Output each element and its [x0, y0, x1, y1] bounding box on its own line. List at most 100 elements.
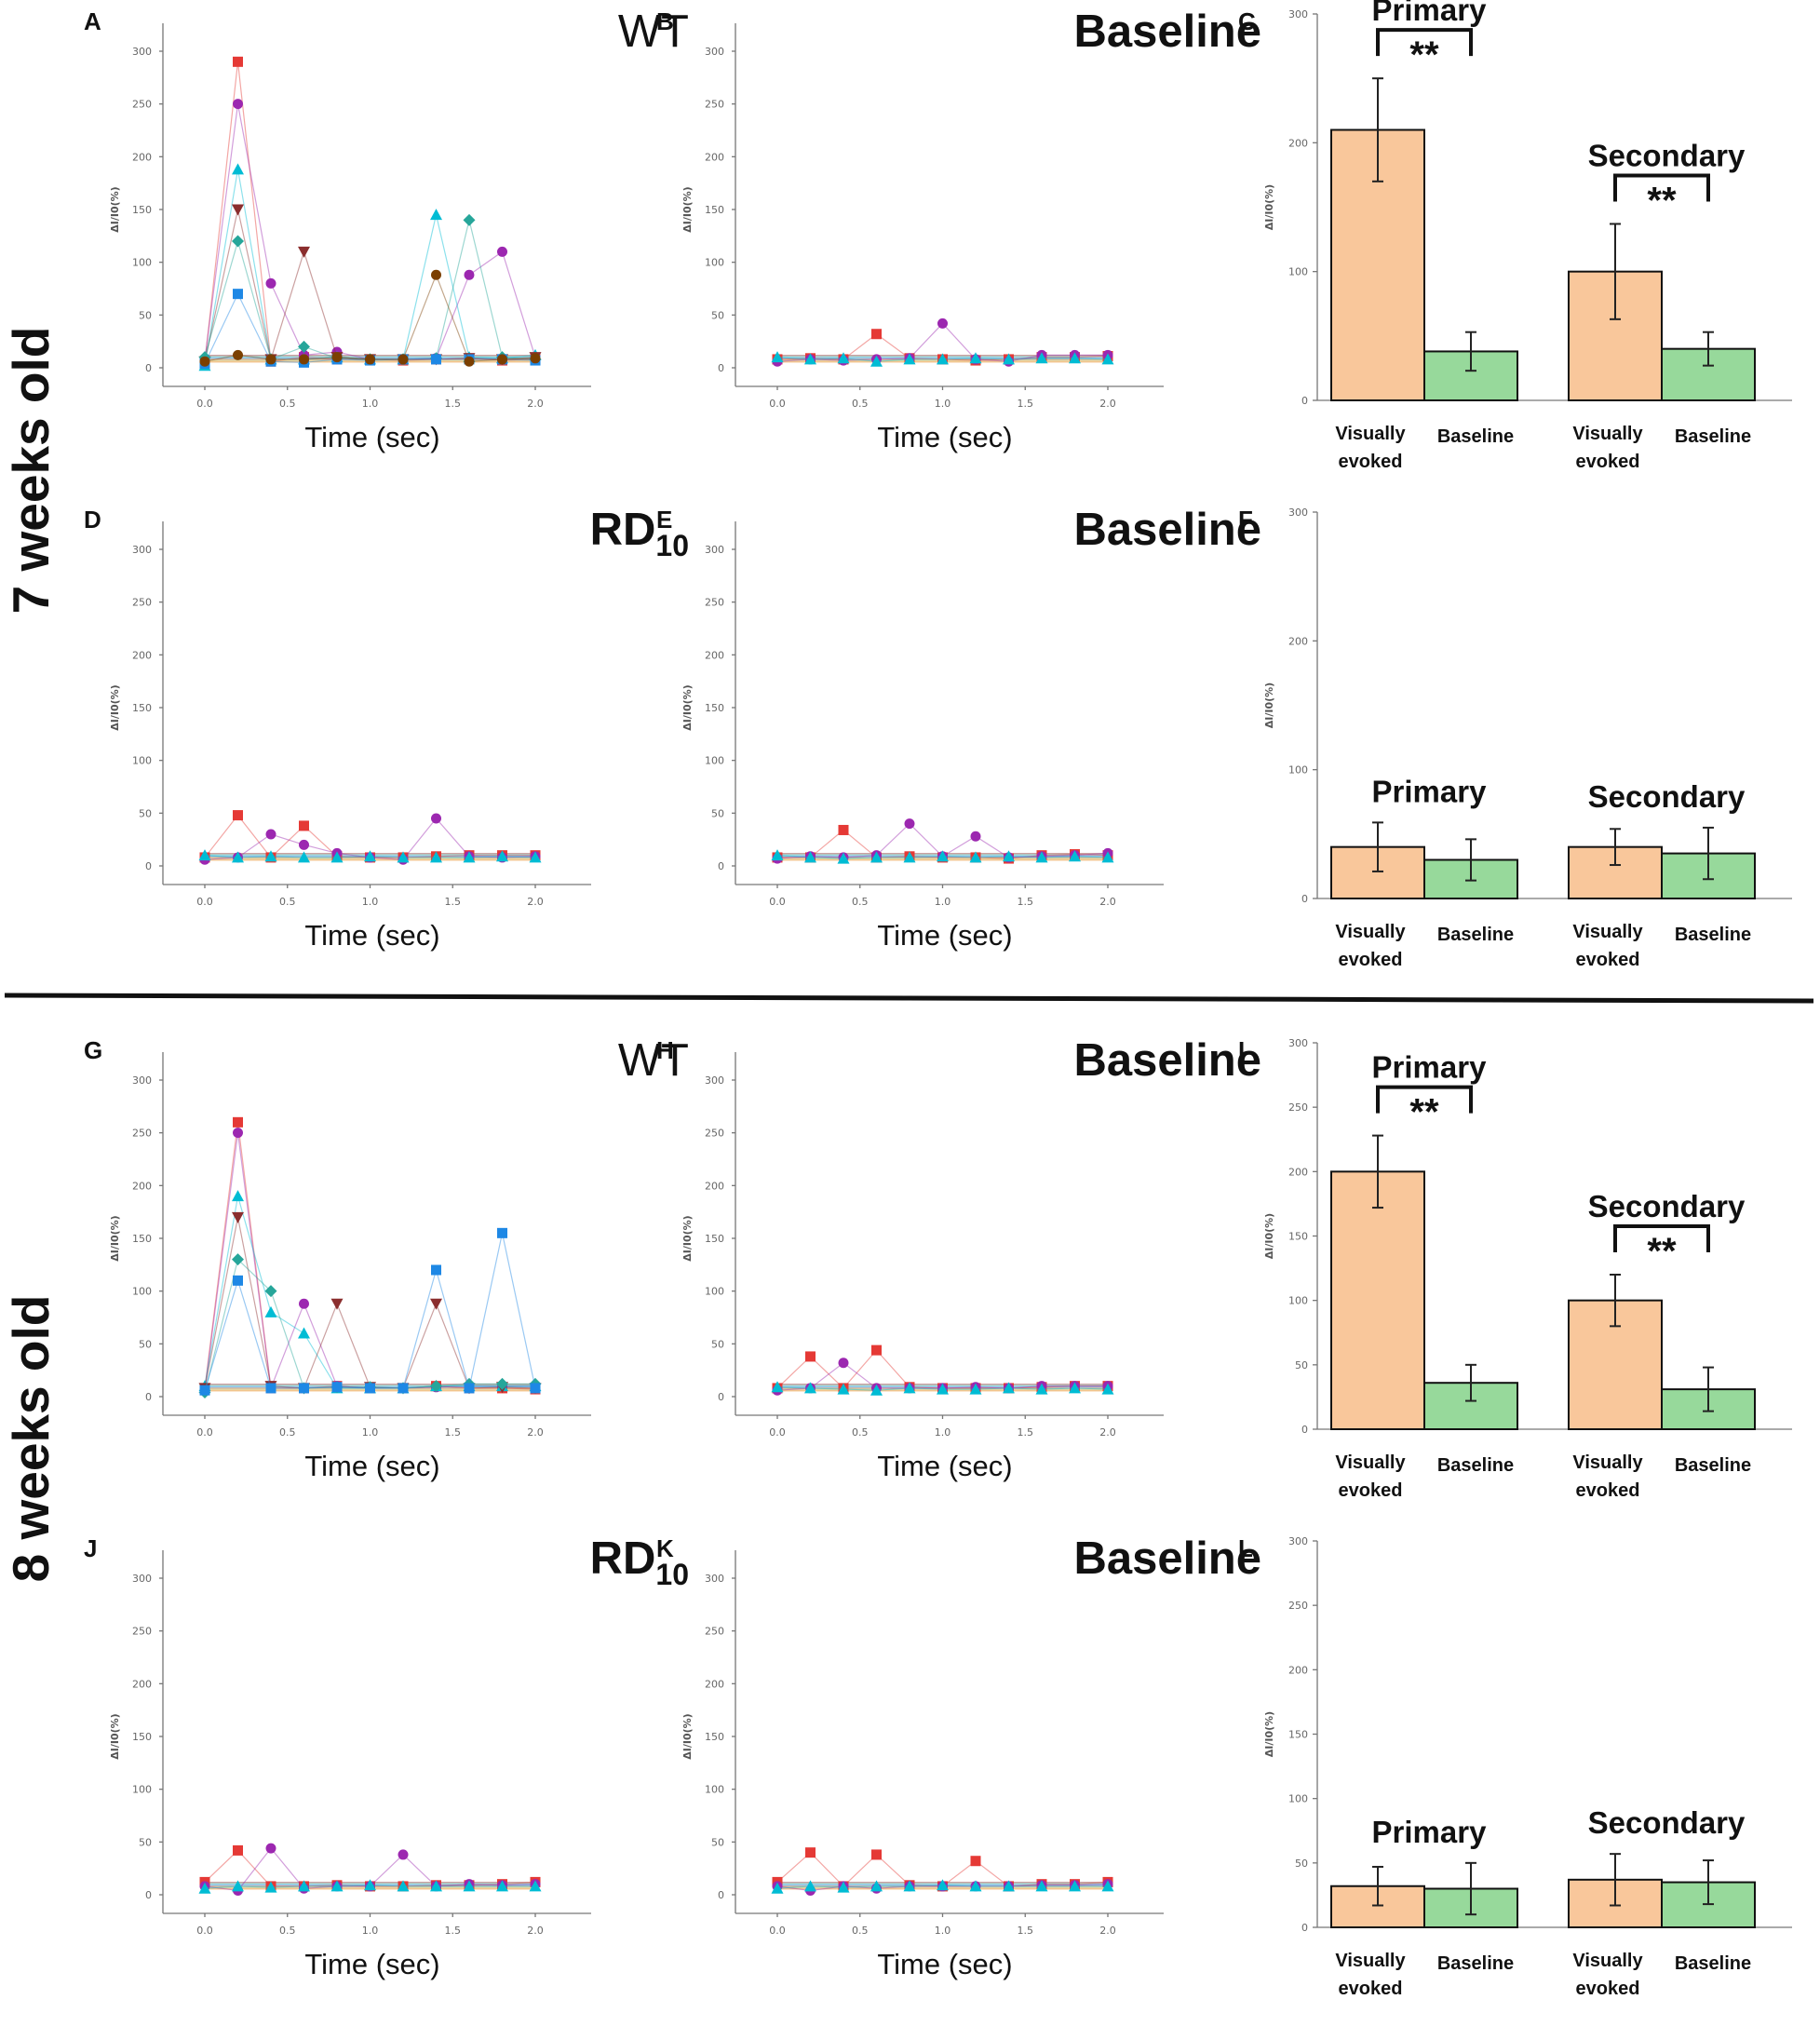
data-point: [233, 1116, 243, 1128]
y-tick-label: 300: [132, 1573, 152, 1585]
data-point: [804, 851, 816, 863]
data-point: [364, 850, 376, 862]
data-point: [298, 1327, 310, 1339]
panel-title-subscript: 10: [655, 1558, 689, 1591]
y-tick-label: 50: [711, 309, 724, 321]
y-axis-label: ΔI/I0(%): [109, 684, 121, 730]
series-line: [204, 61, 536, 363]
data-point: [937, 1383, 949, 1395]
data-point: [496, 1377, 508, 1390]
data-point: [529, 851, 542, 863]
x-tick-label: 1.5: [445, 896, 462, 908]
significance-bracket: [1613, 173, 1710, 202]
bar-visually-evoked: [1330, 845, 1425, 900]
data-point: [365, 354, 375, 365]
x-tick-label: 0.0: [196, 398, 213, 410]
y-tick-label: 150: [1288, 1231, 1308, 1243]
y-tick-label: 200: [705, 649, 724, 661]
panel-letter: D: [84, 506, 101, 534]
data-point: [903, 1382, 916, 1394]
y-tick-label: 300: [705, 1573, 724, 1585]
y-axis-label: ΔI/I0(%): [109, 186, 121, 232]
data-point: [430, 1380, 442, 1393]
data-point: [969, 1383, 982, 1395]
data-point: [1003, 850, 1015, 862]
data-point: [497, 246, 507, 257]
x-axis-label: Time (sec): [304, 919, 439, 952]
x-tick-label: 1.5: [445, 1426, 462, 1439]
panel-letter: J: [84, 1534, 97, 1562]
data-point: [299, 820, 309, 831]
data-point: [969, 352, 982, 364]
data-point: [496, 850, 508, 862]
data-point: [837, 852, 850, 864]
data-point: [937, 317, 948, 329]
data-point: [265, 1383, 276, 1394]
data-point: [903, 1880, 916, 1892]
data-point: [970, 831, 981, 842]
y-tick-label: 200: [1288, 137, 1308, 149]
x-tick-label: 0.0: [196, 896, 213, 908]
panel-e: E Baseline 0 50 100 150 200 250 300 0.0 0.5 1.0 1.5 2…: [656, 505, 1261, 952]
data-point: [1069, 850, 1081, 862]
data-point: [232, 204, 244, 216]
y-tick-label: 50: [1295, 1858, 1308, 1870]
x-axis-label: Time (sec): [877, 1948, 1012, 1980]
x-tick-label: 1.5: [1018, 1925, 1034, 1937]
group-label: Primary: [1372, 1050, 1488, 1085]
y-axis-label: ΔI/I0(%): [109, 1215, 121, 1261]
panel-b: B Baseline 0 50 100 150 200 250 300 0.0 0.5 1.0 1.5 2…: [656, 7, 1261, 453]
age-label: 8 weeks old: [2, 1295, 60, 1583]
category-label: Visually evoked: [1335, 1951, 1406, 1999]
x-tick-label: 0.5: [279, 398, 296, 410]
panel-f: F 0 100 200 300 ΔI/I0(%) Visually evoked Baselin…: [1238, 506, 1792, 970]
y-tick-label: 200: [132, 1678, 152, 1690]
x-tick-label: 2.0: [1099, 1426, 1116, 1439]
data-point: [463, 213, 476, 226]
series-line: [204, 292, 536, 364]
series-line: [776, 1349, 1108, 1389]
x-tick-label: 0.5: [852, 896, 869, 908]
data-point: [198, 849, 211, 861]
data-point: [870, 1880, 883, 1892]
y-axis-label: ΔI/I0(%): [1263, 184, 1275, 230]
data-point: [232, 1253, 244, 1266]
y-tick-label: 50: [139, 1338, 152, 1350]
data-point: [265, 277, 276, 289]
y-tick-label: 200: [1288, 1664, 1308, 1676]
group-label: Primary: [1372, 1815, 1488, 1849]
series-line: [204, 103, 536, 360]
category-label: Baseline: [1437, 925, 1514, 945]
data-point: [1101, 1383, 1114, 1395]
data-point: [463, 1880, 476, 1892]
panel-title: Baseline: [1073, 1533, 1261, 1584]
data-point: [431, 813, 441, 824]
y-axis-label: ΔI/I0(%): [681, 1713, 694, 1759]
data-point: [265, 354, 276, 365]
data-point: [233, 1275, 243, 1286]
x-tick-label: 1.0: [362, 1426, 379, 1439]
data-point: [771, 1882, 784, 1894]
data-point: [804, 1880, 816, 1892]
panel-k: K Baseline 0 50 100 150 200 250 300 0.0 0.5 1.0 1.5 2…: [656, 1533, 1261, 1980]
data-point: [430, 1298, 442, 1310]
data-point: [232, 1211, 244, 1223]
data-point: [233, 56, 243, 67]
y-tick-label: 250: [132, 597, 152, 609]
data-point: [1035, 352, 1048, 364]
data-point: [838, 1358, 849, 1369]
panel-title: Baseline: [1073, 505, 1261, 555]
data-point: [464, 1383, 475, 1394]
data-point: [497, 1227, 507, 1238]
data-point: [1003, 353, 1015, 365]
y-axis-label: ΔI/I0(%): [681, 1215, 694, 1261]
x-tick-label: 2.0: [1099, 896, 1116, 908]
series-line: [204, 1217, 536, 1389]
data-point: [937, 1879, 949, 1891]
age-label: 7 weeks old: [2, 327, 60, 615]
panel-title: WT: [618, 1035, 689, 1086]
y-tick-label: 200: [705, 1180, 724, 1192]
y-tick-label: 150: [705, 702, 724, 714]
data-point: [937, 850, 949, 862]
category-label: Baseline: [1675, 1455, 1751, 1476]
